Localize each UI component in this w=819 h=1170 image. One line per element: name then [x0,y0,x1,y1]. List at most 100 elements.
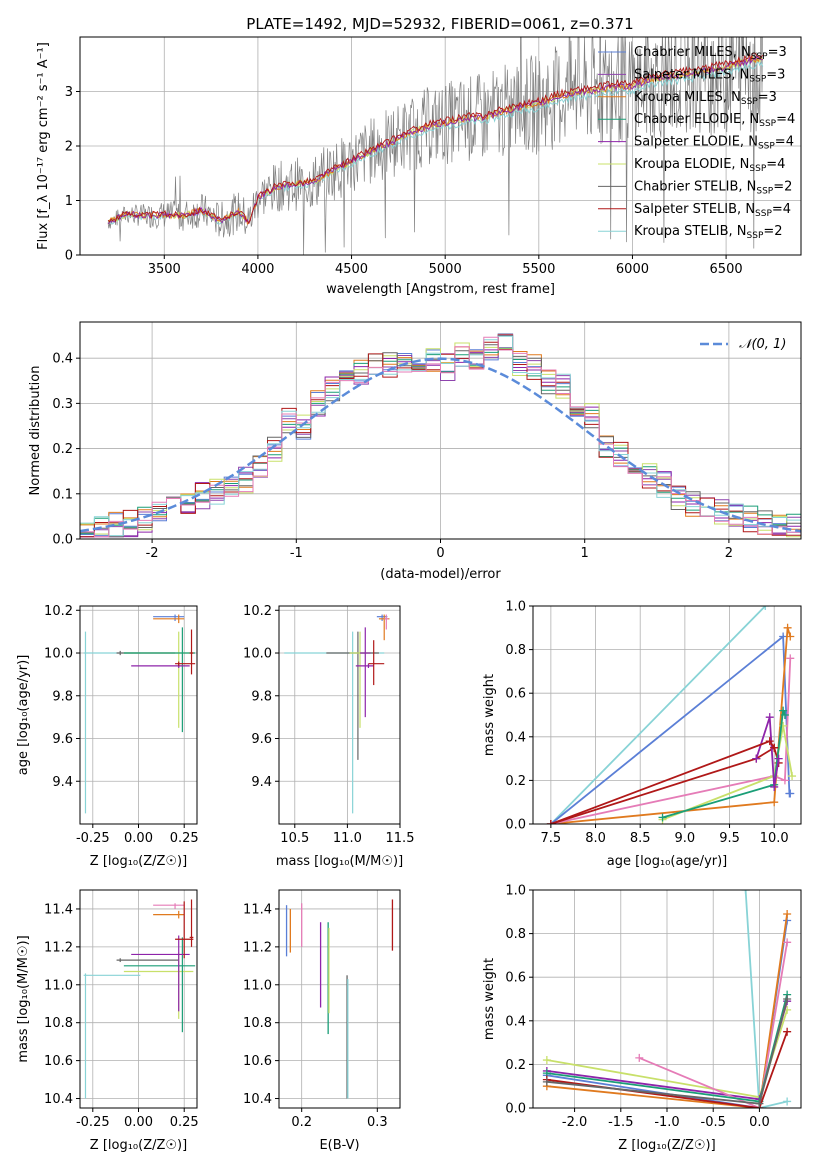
weight-marker [786,632,795,641]
weight-marker [780,711,789,719]
y-tick-label: 0.3 [52,397,73,412]
y-tick-label: 1 [65,194,73,209]
weight-marker [788,772,797,781]
x-tick-label: 7.5 [541,831,562,846]
y-tick-label: 10.4 [44,1092,73,1107]
y-tick-label: 9.8 [52,689,73,704]
plot-area [83,899,196,1099]
x-tick-label: 11.0 [333,831,362,846]
y-axis-label: mass [log₁₀(M/M☉)] [16,935,31,1062]
legend-suffix: =4 [772,202,791,217]
axes-spectrum: 3500 4000 4500 5000 5500 6000 6500 0 1 2 3 [65,36,802,277]
weight-marker [783,623,792,632]
legend-subscript: SSP [758,142,775,152]
x-axis-label: E(B-V) [319,1138,359,1153]
axes-frame [79,605,198,825]
weight-marker [761,606,770,610]
weight-marker [783,1097,792,1106]
x-tick-label: 1 [581,546,589,561]
legend-entry: Salpeter MILES, NSSP=3 [634,67,785,84]
legend-subscript: SSP [749,74,766,84]
y-tick-label: 11.4 [243,902,272,917]
plot-area [284,614,390,814]
x-axis-label: wavelength [Angstrom, rest frame] [326,282,555,297]
x-tick-label: 4000 [241,262,274,277]
legend-suffix: =2 [773,179,792,194]
model-spectrum [107,55,764,225]
y-axis-label: age [log₁₀(age/yr)] [16,655,31,776]
legend-subscript: SSP [749,164,766,174]
x-tick-label: -0.25 [76,1115,110,1130]
legend-entry: Chabrier MILES, NSSP=3 [634,45,787,62]
axes-frame [79,321,802,540]
weight-marker [770,782,779,791]
y-tick-label: 0.1 [52,487,73,502]
weight-series [546,913,788,1108]
x-tick-label: -1.0 [654,1115,679,1130]
figure-title: PLATE=1492, MJD=52932, FIBERID=0061, z=0… [246,15,633,33]
y-tick-label: 11.4 [44,902,73,917]
weight-marker [635,1053,644,1062]
weight-marker [770,743,779,752]
weight-marker [779,706,788,715]
weight-marker [786,789,795,798]
axes-frame [278,605,401,825]
y-axis-label: Normed distribution [28,366,43,496]
x-tick-label: 9.0 [675,831,696,846]
weight-series [550,634,791,824]
weight-series [550,658,792,824]
legend-suffix: =2 [763,224,782,239]
y-tick-label: 10.8 [243,1016,272,1031]
y-tick-label: 3 [65,85,73,100]
weight-marker [542,1056,551,1065]
legend-subscript: SSP [747,231,764,241]
weight-marker [765,713,774,722]
y-tick-label: 10.6 [243,1054,272,1069]
legend-entry: Kroupa STELIB, NSSP=2 [634,224,783,241]
y-axis-label: mass weight [482,958,497,1040]
legend-entry: Salpeter STELIB, NSSP=4 [634,202,791,219]
x-tick-label: 0.00 [124,1115,153,1130]
x-tick-label: 0.25 [170,831,199,846]
weight-marker [546,820,555,824]
y-tick-label: 0 [65,249,73,264]
weight-series [550,746,780,824]
y-tick-label: 9.8 [251,689,272,704]
x-tick-label: -1 [290,546,303,561]
weight-marker [765,737,774,746]
axes-age_vs_mass: 10.5 11.0 11.5 9.4 9.6 9.8 10.0 10.2 [243,604,414,846]
weight-series [744,890,788,1108]
axes-mass_vs_ebv: 0.2 0.3 10.4 10.6 10.8 11.0 11.2 11.4 [243,889,401,1130]
weight-marker [755,1099,764,1108]
weight-marker [783,909,792,918]
y-tick-label: 1.0 [505,884,526,899]
legend-subscript: SSP [751,52,768,62]
y-tick-label: 9.6 [52,732,73,747]
y-tick-label: 0.4 [52,352,73,367]
y-axis-label: mass weight [482,674,497,756]
y-tick-label: 10.8 [44,1016,73,1031]
x-axis-label: Z [log₁₀(Z/Z☉)] [90,854,187,869]
normal-curve [80,357,801,533]
x-tick-label: 0.0 [749,1115,770,1130]
plot-area [107,37,764,255]
y-tick-label: 10.4 [243,1092,272,1107]
legend: Chabrier MILES, NSSP=3 Salpeter MILES, NS… [598,45,795,241]
x-tick-label: 8.5 [630,831,651,846]
axes-age_vs_Z: -0.25 0.00 0.25 9.4 9.6 9.8 10.0 10.2 [44,604,199,846]
x-axis-label: Z [log₁₀(Z/Z☉)] [618,1138,715,1153]
x-tick-label: -2.0 [562,1115,587,1130]
y-tick-label: 11.2 [44,940,73,955]
legend-suffix: =3 [768,45,787,60]
weight-marker [779,632,788,641]
y-tick-label: 2 [65,140,73,155]
x-tick-label: 5000 [429,262,462,277]
x-tick-label: 9.5 [719,831,740,846]
plot-area [80,333,801,538]
axes-weight_vs_Z: -2.0 -1.5 -1.0 -0.5 0.0 0.0 0.2 0.4 0.6 0.8 1.0 [505,884,802,1130]
weight-marker [542,1077,551,1086]
weight-marker [783,938,792,947]
weight-marker [783,1027,792,1036]
x-tick-label: 8.0 [585,831,606,846]
